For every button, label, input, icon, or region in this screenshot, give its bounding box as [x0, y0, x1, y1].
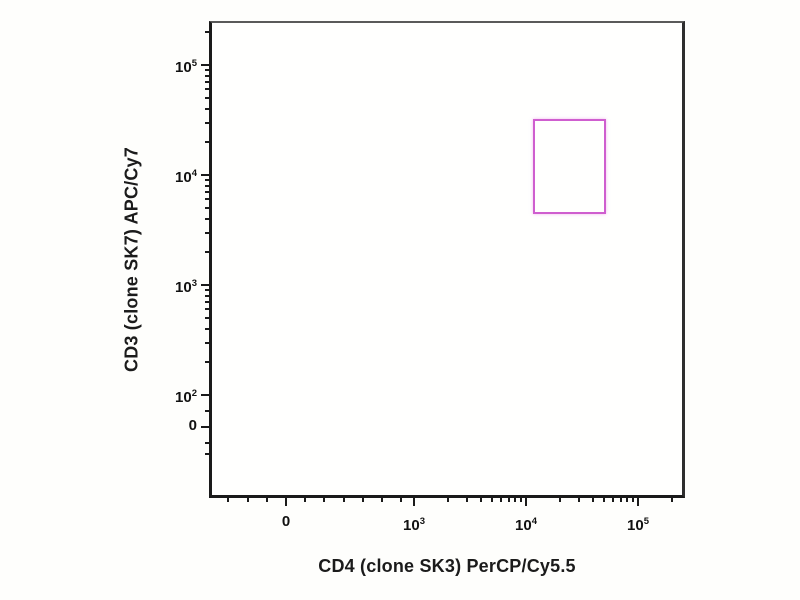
x-minor-tick [603, 498, 606, 502]
y-minor-tick [205, 250, 209, 253]
y-tick-label-base: 10 [175, 59, 192, 76]
y-tick-label-exponent: 2 [191, 388, 197, 399]
x-minor-tick [519, 498, 522, 502]
y-tick-label: 103 [145, 274, 197, 298]
gate-rectangle [532, 119, 607, 215]
y-axis-title: CD3 (clone SK7) APC/Cy7 [121, 147, 142, 372]
y-tick-label: 104 [145, 164, 197, 188]
y-minor-tick [205, 327, 209, 330]
y-minor-tick [205, 107, 209, 110]
y-minor-tick [205, 207, 209, 210]
y-minor-tick [205, 140, 209, 143]
y-minor-tick [205, 308, 209, 311]
x-axis-title: CD4 (clone SK3) PerCP/Cy5.5 [318, 556, 576, 576]
y-tick-label-base: 0 [188, 417, 197, 434]
x-minor-tick [265, 498, 268, 502]
plot-frame [209, 21, 685, 498]
x-minor-tick [626, 498, 629, 502]
x-minor-tick [446, 498, 449, 502]
y-minor-tick [205, 97, 209, 100]
y-tick-label-base: 10 [175, 169, 192, 186]
x-tick-label-base: 0 [281, 513, 291, 530]
x-minor-tick [491, 498, 494, 502]
x-tick-label-exponent: 4 [531, 516, 537, 527]
x-minor-tick [592, 498, 595, 502]
x-minor-tick [612, 498, 615, 502]
x-major-tick [285, 498, 287, 506]
x-minor-tick [381, 498, 383, 502]
y-minor-tick [205, 30, 209, 33]
x-minor-tick [246, 498, 249, 502]
y-tick-label: 0 [145, 416, 197, 436]
y-tick-label-base: 10 [175, 389, 192, 406]
x-tick-label-base: 10 [627, 517, 644, 534]
x-tick-label-base: 10 [515, 517, 532, 534]
y-tick-label: 102 [145, 384, 197, 408]
y-minor-tick [205, 74, 209, 77]
x-tick-label-exponent: 5 [643, 516, 649, 527]
y-tick-label-exponent: 5 [191, 58, 197, 69]
x-minor-tick [323, 498, 326, 502]
y-major-tick [201, 394, 209, 396]
y-minor-tick [205, 360, 209, 363]
x-minor-tick [578, 498, 581, 502]
y-minor-tick [205, 410, 209, 412]
y-minor-tick [205, 191, 209, 194]
y-minor-tick [205, 179, 209, 182]
y-tick-label-exponent: 4 [191, 168, 197, 179]
y-minor-tick [205, 198, 209, 201]
x-minor-tick [480, 498, 483, 502]
y-minor-tick [205, 217, 209, 220]
y-minor-tick [205, 81, 209, 84]
x-minor-tick [507, 498, 510, 502]
x-minor-tick [361, 498, 364, 502]
x-minor-tick [514, 498, 517, 502]
y-minor-tick [205, 121, 209, 124]
y-minor-tick [205, 442, 209, 444]
y-tick-label-base: 10 [175, 279, 192, 296]
x-tick-label: 105 [608, 512, 668, 536]
x-minor-tick [227, 498, 230, 502]
x-tick-label: 103 [384, 512, 444, 536]
y-minor-tick [205, 341, 209, 344]
x-minor-tick [400, 498, 403, 502]
y-tick-label: 105 [145, 54, 197, 78]
y-major-tick [201, 426, 209, 428]
y-minor-tick [205, 317, 209, 320]
y-minor-tick [205, 231, 209, 234]
x-major-tick [637, 498, 639, 506]
y-minor-tick [205, 294, 209, 297]
x-tick-label: 104 [496, 512, 556, 536]
y-tick-label-exponent: 3 [191, 278, 197, 289]
x-tick-label: 0 [256, 512, 316, 532]
y-major-tick [201, 174, 209, 176]
y-major-tick [201, 284, 209, 286]
y-minor-tick [205, 301, 209, 304]
y-minor-tick [205, 184, 209, 187]
x-tick-label-exponent: 3 [419, 516, 425, 527]
x-minor-tick [631, 498, 634, 502]
x-minor-tick [342, 498, 345, 502]
x-minor-tick [466, 498, 469, 502]
x-minor-tick [500, 498, 503, 502]
y-minor-tick [205, 453, 209, 456]
x-tick-label-base: 10 [403, 517, 420, 534]
y-minor-tick [205, 289, 209, 292]
x-major-tick [525, 498, 527, 506]
x-minor-tick [304, 498, 307, 502]
y-major-tick [201, 64, 209, 66]
x-minor-tick [619, 498, 622, 502]
x-major-tick [413, 498, 415, 506]
x-minor-tick [670, 498, 673, 502]
y-minor-tick [205, 69, 209, 72]
y-minor-tick [205, 88, 209, 91]
x-minor-tick [558, 498, 561, 502]
